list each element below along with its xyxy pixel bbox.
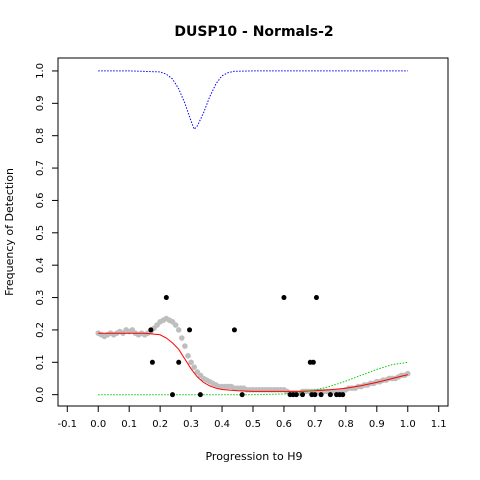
x-tick-label: -0.1 [58,419,78,430]
smoothed-point [191,364,197,370]
series-line-2 [98,332,408,392]
y-tick-label: 1.0 [35,63,46,79]
data-point [310,359,316,365]
y-tick-label: 0.0 [35,387,46,403]
y-tick-label: 0.2 [35,322,46,338]
y-axis-label: Frequency of Detection [3,168,16,296]
data-point [176,359,182,365]
smoothed-point [172,322,179,328]
series-layer [95,70,411,398]
y-tick-label: 0.5 [35,225,46,241]
x-tick-label: 0.6 [276,419,292,430]
data-point [187,327,193,333]
smoothed-point [185,353,191,359]
smoothed-point [179,335,185,341]
x-tick-label: 0.5 [245,419,261,430]
data-point [197,392,203,398]
x-tick-label: 0.7 [307,419,323,430]
axis-ticks: -0.1 0.0 0.1 0.2 0.3 0.4 0.5 0.6 0.7 0.8 0.9 1.0 1.1… [35,63,447,430]
x-tick-label: 0.8 [338,419,354,430]
x-tick-label: 1.1 [431,419,447,430]
smoothed-point [188,359,194,366]
data-point [148,327,154,333]
data-point [239,392,245,398]
y-tick-label: 0.1 [35,354,46,370]
smoothed-point [182,343,188,349]
data-point [318,392,324,398]
data-point [170,392,176,398]
x-tick-label: 0.0 [90,419,106,430]
data-point [312,392,318,398]
x-tick-label: 0.4 [214,419,230,430]
smoothed-point [175,327,182,333]
y-tick-label: 0.4 [35,257,46,273]
y-tick-label: 0.9 [35,95,46,111]
data-point [293,392,299,398]
data-point [340,392,346,398]
y-tick-label: 0.6 [35,192,46,208]
x-tick-label: 1.0 [400,419,416,430]
data-point [163,295,169,301]
data-point [300,392,306,398]
y-tick-label: 0.8 [35,128,46,144]
y-tick-label: 0.3 [35,290,46,306]
data-point [231,327,237,333]
data-point [327,392,333,398]
data-point [149,359,155,365]
x-tick-label: 0.3 [183,419,199,430]
x-tick-label: 0.9 [369,419,385,430]
chart-title: DUSP10 - Normals-2 [174,24,333,40]
x-tick-label: 0.1 [121,419,137,430]
x-tick-label: 0.2 [152,419,168,430]
data-point [281,295,287,301]
data-point [313,295,319,301]
x-axis-label: Progression to H9 [205,450,302,463]
series-line-4 [98,70,408,131]
plot-frame [57,57,449,407]
y-tick-label: 0.7 [35,160,46,176]
